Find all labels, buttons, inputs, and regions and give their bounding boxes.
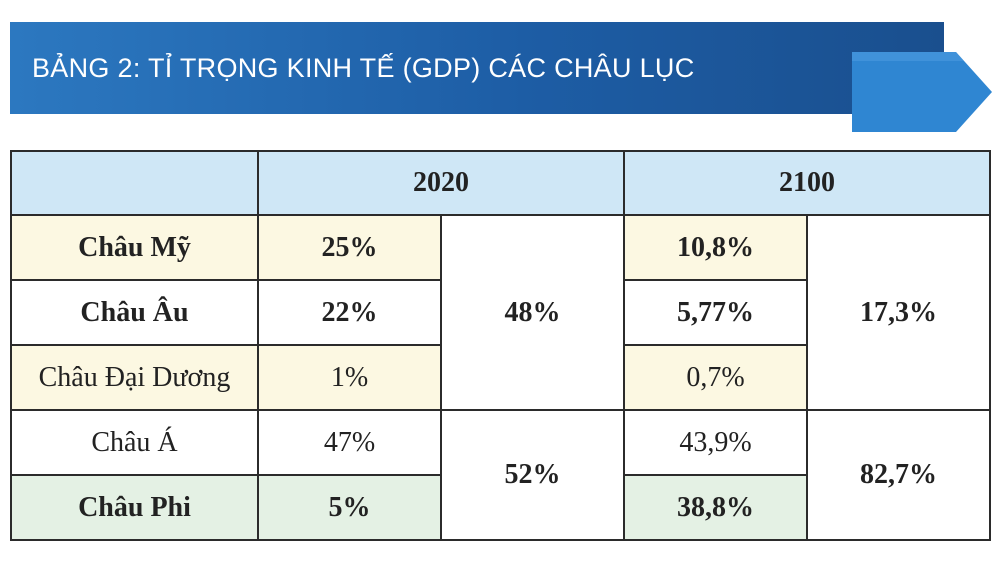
value-2020: 5%	[257, 474, 442, 541]
group-total-2100: 17,3%	[806, 214, 991, 411]
table-row: Châu Đại Dương 1% 0,7%	[10, 344, 990, 411]
continent-name: Châu Phi	[10, 474, 259, 541]
group-total-2020: 48%	[440, 214, 625, 411]
value-2020: 47%	[257, 409, 442, 476]
table-row: Châu Âu 22% 5,77%	[10, 279, 990, 346]
header-year-2020: 2020	[257, 150, 625, 216]
value-2020: 22%	[257, 279, 442, 346]
continent-name: Châu Đại Dương	[10, 344, 259, 411]
table-title: BẢNG 2: TỈ TRỌNG KINH TẾ (GDP) CÁC CHÂU …	[32, 53, 695, 83]
value-2020: 1%	[257, 344, 442, 411]
group-total-2100: 82,7%	[806, 409, 991, 541]
value-2100: 43,9%	[623, 409, 808, 476]
table-row: Châu Á 47% 52% 43,9% 82,7%	[10, 409, 991, 541]
value-2100: 0,7%	[623, 344, 808, 411]
title-banner: BẢNG 2: TỈ TRỌNG KINH TẾ (GDP) CÁC CHÂU …	[10, 22, 944, 114]
header-year-2100: 2100	[623, 150, 991, 216]
continent-name: Châu Âu	[10, 279, 259, 346]
value-2100: 5,77%	[623, 279, 808, 346]
gdp-table: 2020 2100 Châu Mỹ 25% 48% 10,8% 17,3% Ch…	[10, 150, 991, 541]
table-row: Châu Phi 5% 38,8%	[10, 474, 990, 541]
value-2100: 38,8%	[623, 474, 808, 541]
table-row: Châu Mỹ 25% 48% 10,8% 17,3%	[10, 214, 991, 411]
continent-name: Châu Mỹ	[10, 214, 259, 281]
arrow-right-icon	[852, 52, 992, 132]
value-2020: 25%	[257, 214, 442, 281]
continent-name: Châu Á	[10, 409, 259, 476]
value-2100: 10,8%	[623, 214, 808, 281]
table-header-row: 2020 2100	[10, 150, 991, 216]
header-corner-cell	[10, 150, 259, 216]
group-total-2020: 52%	[440, 409, 625, 541]
